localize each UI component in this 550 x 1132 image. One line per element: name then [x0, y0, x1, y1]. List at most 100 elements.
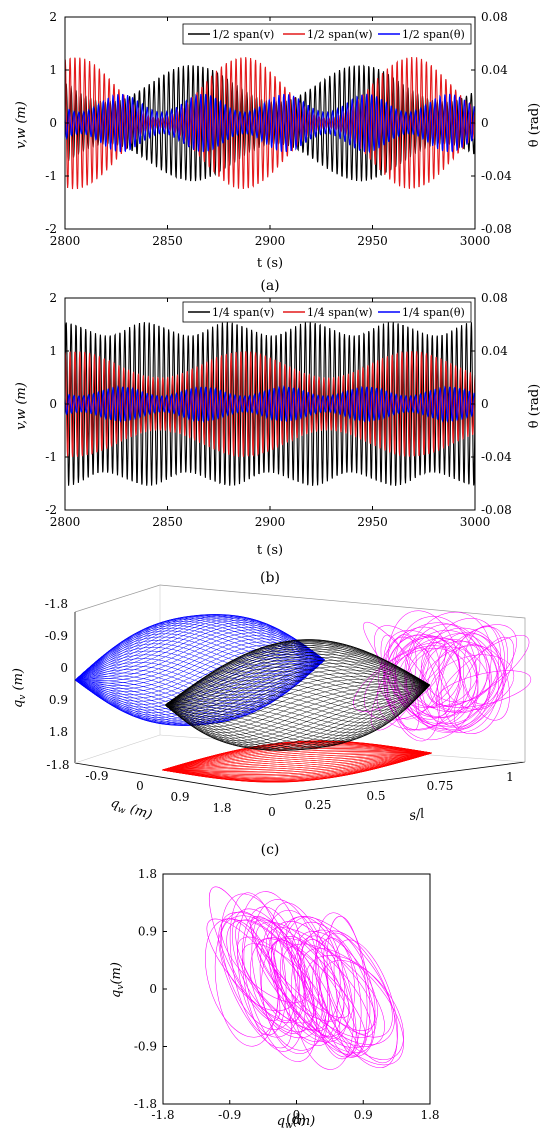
y2-tick-label: -0.04: [481, 169, 512, 183]
y2-tick-label: 0.08: [481, 10, 508, 24]
z-tick-label: 1.8: [49, 725, 68, 739]
panel-label-a: (a): [260, 278, 279, 294]
y2-tick-label: -0.08: [481, 222, 512, 236]
orbit-loop: [315, 912, 371, 1058]
y-tick-label: 0: [49, 116, 57, 130]
orbit-loop: [209, 886, 281, 1022]
orbit-loop: [312, 937, 362, 1060]
orbit-loop: [250, 915, 341, 1039]
x-axis-label-c: qw (m): [108, 796, 154, 825]
x-tick-label: 2850: [152, 515, 183, 529]
x-tick-label: 2800: [50, 234, 81, 248]
y2-tick-label: 0.04: [481, 63, 508, 77]
ticks-b: 2800 2850 2900 2950 3000 -2 -1 0 1 2 -0.08 -0.04 0 0.…: [45, 291, 512, 529]
series-a-theta: [64, 93, 476, 154]
z-axis-label-c: qv (m): [11, 668, 28, 708]
projection-qv-s-blue: [74, 614, 326, 726]
legend-b-w: 1/4 span(w): [307, 306, 373, 319]
panel-label-d: (d): [286, 1112, 306, 1128]
orbit-loop: [300, 947, 404, 1066]
y-tick-label: -2: [45, 503, 57, 517]
y-tick-label-c: 0.5: [366, 789, 385, 803]
x-tick-label: 2950: [357, 515, 388, 529]
orbit-loop: [282, 943, 385, 1047]
x-tick-label: 2900: [255, 515, 286, 529]
legend-b: 1/4 span(v) 1/4 span(w) 1/4 span(θ): [182, 301, 472, 323]
orbit-loop: [291, 935, 354, 1070]
x-axis-label-a: t (s): [257, 256, 283, 271]
x-tick-label-c: 1.8: [212, 801, 231, 815]
legend-a: 1/2 span(v) 1/2 span(w) 1/2 span(θ): [182, 23, 472, 45]
y-tick-label: 2: [49, 291, 57, 305]
series-line: [64, 384, 476, 424]
y-tick-label-c: 0.25: [305, 798, 332, 812]
orbit-loop: [291, 921, 376, 1057]
x-tick-label: 2850: [152, 234, 183, 248]
x-tick-label-d: 0: [293, 1108, 301, 1122]
y-axis-label-a: v,w (m): [14, 101, 29, 149]
x-tick-label-c: 0.9: [170, 790, 189, 804]
x-tick-label: 3000: [460, 515, 491, 529]
legend-a-w: 1/2 span(w): [307, 28, 373, 41]
y-tick-label: 0: [49, 397, 57, 411]
y-tick-label-c: 1: [506, 770, 514, 784]
orbit-loop: [243, 919, 317, 1062]
ticks-a: 2800 2850 2900 2950 3000 -2 -1 0 1 2 -0.08 -0.04 0 0.…: [45, 10, 512, 248]
x-tick-label: 3000: [460, 234, 491, 248]
orbit-loop: [266, 927, 377, 1038]
series-b-w: [64, 350, 476, 457]
projection-qw-s-red: [161, 740, 433, 783]
series-d-magenta: [205, 886, 404, 1070]
orbit-loop: [305, 955, 395, 1045]
legend-a-v: 1/2 span(v): [212, 28, 274, 41]
z-tick-label: 0.9: [49, 693, 68, 707]
y-tick-label-c: 0.75: [427, 779, 454, 793]
orbit-loop: [218, 918, 292, 1049]
y2-tick-label: 0.08: [481, 291, 508, 305]
svg-text:s/l: s/l: [408, 807, 426, 824]
legend-a-theta: 1/2 span(θ): [402, 28, 465, 41]
y-axis-label-d: qv(m): [109, 962, 126, 998]
plot-area-b: [64, 297, 476, 511]
plot-area-a: [64, 16, 476, 230]
svg-text:qv (m): qv (m): [11, 668, 28, 708]
y-tick-label-d: 0: [149, 982, 157, 996]
y-tick-label: 1: [49, 63, 57, 77]
orbit-loop: [232, 908, 305, 1024]
y-tick-label: 2: [49, 10, 57, 24]
y-tick-label: -1: [45, 450, 57, 464]
y-tick-label-d: 1.8: [138, 867, 157, 881]
chart-b: 2800 2850 2900 2950 3000 -2 -1 0 1 2 -0.08 -0.04 0 0.…: [14, 291, 542, 586]
trajectory-3d-black: [164, 639, 431, 751]
orbit-loop: [271, 902, 338, 1038]
orbit-loop: [242, 906, 306, 1052]
orbit-loop: [273, 916, 341, 1031]
y-axis-label-b: v,w (m): [14, 382, 29, 430]
y-tick-label-d: -1.8: [134, 1097, 157, 1111]
y-tick-label-c: 0: [268, 805, 276, 819]
chart-c: -1.8 -0.9 0 0.9 1.8 -1.8 -0.9 0 0.9 1.8 0 0.25 0.5 0.…: [11, 584, 532, 858]
x-tick-label: 2950: [357, 234, 388, 248]
x-tick-label-c: -0.9: [85, 769, 108, 783]
y-tick-label-d: -0.9: [134, 1040, 157, 1054]
x-tick-label-d: 0.9: [354, 1108, 373, 1122]
series-line: [64, 93, 476, 154]
y-axis-label-c: s/l: [408, 807, 426, 824]
panel-label-c: (c): [261, 842, 280, 858]
x-tick-label-c: 0: [136, 779, 144, 793]
axes-box-d: [162, 873, 431, 1105]
y2-axis-label-a: θ (rad): [527, 103, 542, 147]
ticks-d: -1.8 -0.9 0 0.9 1.8 -1.8 -0.9 0 0.9 1.8: [134, 867, 440, 1122]
orbit-loop: [285, 916, 393, 1038]
x-tick-label-d: 1.8: [420, 1108, 439, 1122]
y-tick-label-d: 0.9: [138, 925, 157, 939]
orbit-loop: [297, 929, 356, 1037]
y2-axis-label-b: θ (rad): [527, 384, 542, 428]
x-tick-label-d: -0.9: [218, 1108, 241, 1122]
x-tick-label-d: -1.8: [151, 1108, 174, 1122]
orbit-loop: [205, 918, 279, 1038]
x-tick-label: 2900: [255, 234, 286, 248]
chart-d: -1.8 -0.9 0 0.9 1.8-1.8-0.900.91.8 qv(m) qw(…: [109, 867, 440, 1131]
projection-qv-qw-magenta: [353, 610, 532, 742]
y2-tick-label: -0.04: [481, 450, 512, 464]
